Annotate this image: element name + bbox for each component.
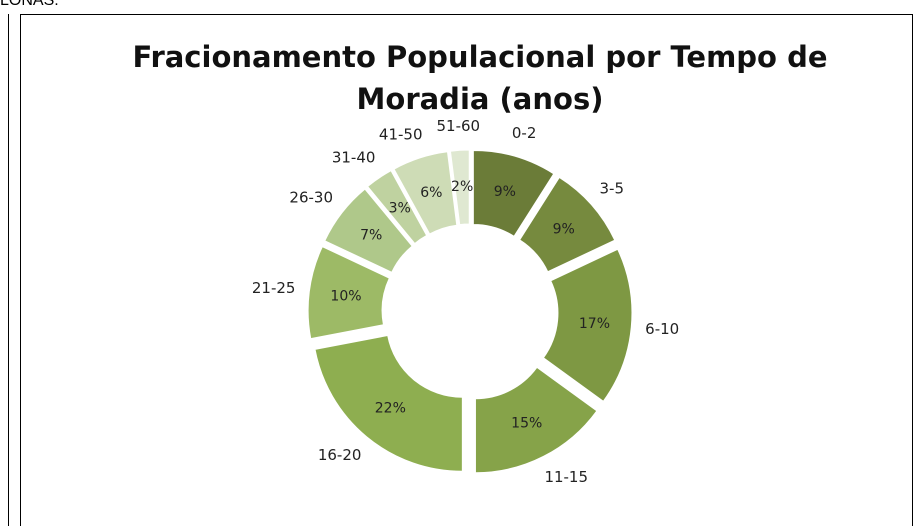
value-label: 17% <box>579 316 610 332</box>
category-label: 21-25 <box>252 279 296 297</box>
donut-segment <box>472 149 555 237</box>
category-label: 0-2 <box>512 124 537 142</box>
value-label: 7% <box>360 227 382 243</box>
category-label: 16-20 <box>318 446 362 464</box>
value-label: 9% <box>553 221 575 237</box>
category-label: 11-15 <box>544 468 588 486</box>
donut-segment <box>474 366 598 474</box>
value-label: 10% <box>330 288 361 304</box>
category-label: 31-40 <box>332 149 376 167</box>
donut-segment <box>366 169 428 245</box>
value-label: 9% <box>494 184 516 200</box>
value-label: 3% <box>389 201 411 217</box>
donut-segment <box>519 176 616 273</box>
category-label: 26-30 <box>289 188 333 206</box>
chart-title: Fracionamento Populacional por Tempo de … <box>132 40 828 116</box>
donut-segment <box>542 248 633 402</box>
donut-segment <box>449 149 470 226</box>
donut-segment <box>393 151 458 235</box>
donut-segment <box>307 245 390 340</box>
category-label: 51-60 <box>437 117 481 135</box>
category-label: 41-50 <box>379 126 423 144</box>
value-label: 6% <box>420 185 442 201</box>
donut-segment <box>314 334 463 472</box>
value-label: 2% <box>451 179 473 195</box>
page-caption: LONAS. <box>0 0 59 9</box>
value-label: 22% <box>375 400 406 416</box>
value-label: 15% <box>511 415 542 431</box>
category-label: 3-5 <box>600 179 625 197</box>
donut-segment <box>324 188 413 273</box>
category-label: 6-10 <box>645 320 679 338</box>
chart-border <box>20 14 913 526</box>
